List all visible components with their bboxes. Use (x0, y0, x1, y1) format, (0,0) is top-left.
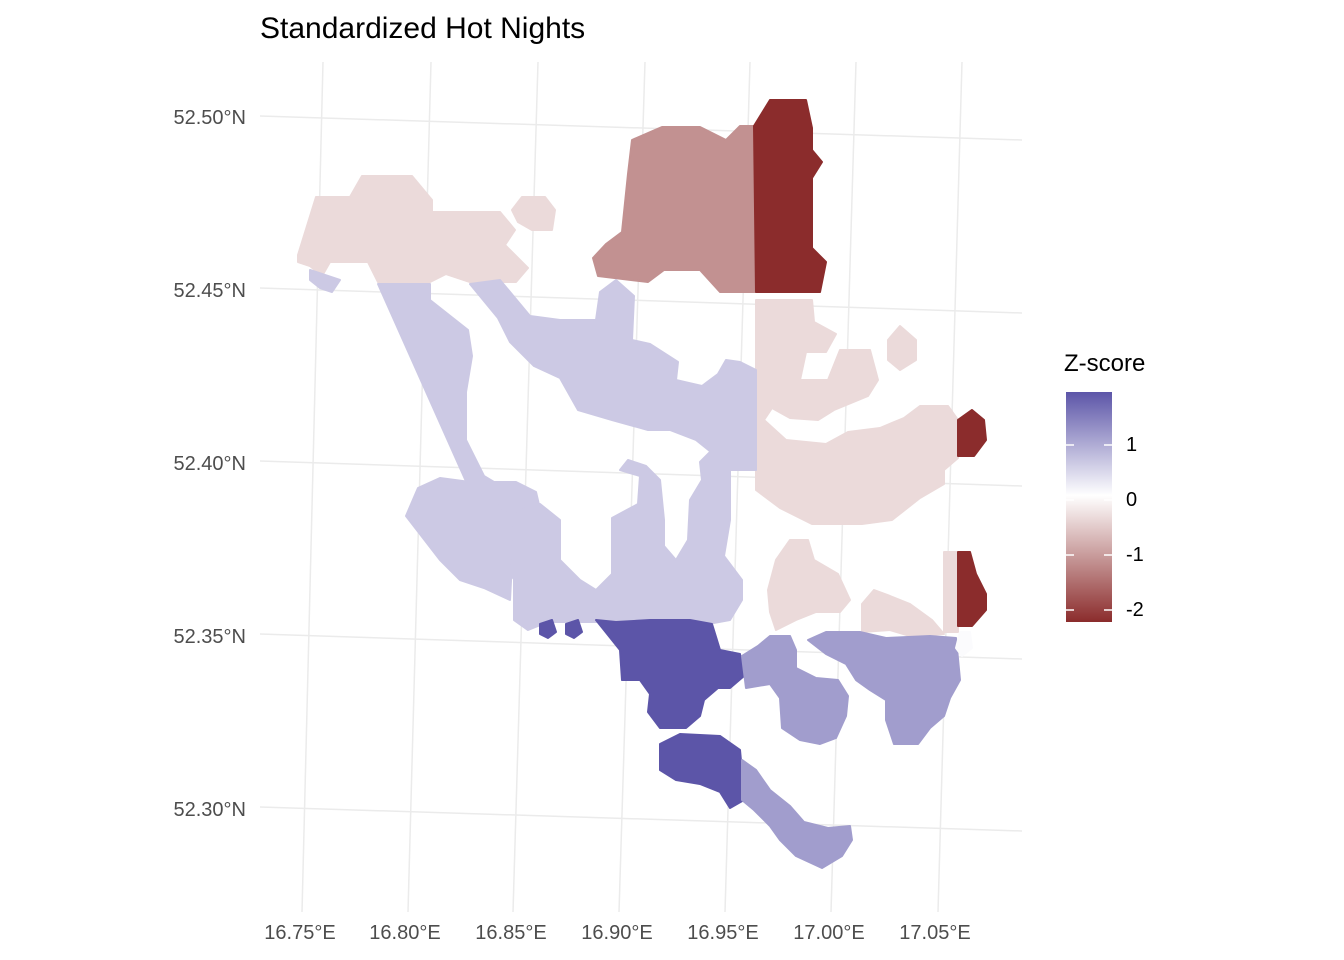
y-tick-52-35: 52.35°N (173, 626, 247, 648)
y-tick-52-40: 52.40°N (173, 453, 247, 475)
hex-cluster (469, 279, 757, 471)
hex-cluster (861, 589, 945, 637)
legend-label-minus-2: -2 (1126, 599, 1144, 621)
hex-cluster (539, 619, 557, 639)
region-east-edge (957, 409, 987, 627)
legend-label-minus-1: -1 (1126, 544, 1144, 566)
hex-cluster (595, 619, 745, 729)
hex-cluster (753, 99, 827, 293)
region-south-center (539, 619, 745, 809)
hex-cluster (659, 733, 745, 809)
y-tick-52-50: 52.50°N (173, 107, 247, 129)
hex-layer (297, 99, 987, 869)
region-center-west (309, 269, 757, 631)
legend-label-1: 1 (1126, 434, 1138, 456)
legend-title: Z-score (1064, 350, 1146, 377)
hex-cluster (955, 631, 973, 657)
y-tick-52-45: 52.45°N (173, 280, 247, 302)
hex-cluster (511, 196, 556, 231)
map-title: Standardized Hot Nights (260, 12, 586, 45)
hex-cluster (755, 299, 959, 525)
hex-cluster (741, 759, 853, 869)
x-tick-16-80: 16.80°E (369, 922, 441, 944)
region-northeast-column (753, 99, 827, 293)
hex-cluster (957, 409, 987, 457)
x-tick-16-85: 16.85°E (475, 922, 547, 944)
hex-cluster (565, 619, 583, 639)
region-far-southeast (955, 631, 973, 657)
hex-cluster (957, 551, 987, 627)
grid-line (259, 806, 1023, 832)
grid-line (937, 61, 963, 913)
x-tick-16-95: 16.95°E (687, 922, 759, 944)
hex-cluster (309, 269, 341, 293)
region-northwest (297, 175, 556, 283)
region-east-branches (755, 299, 959, 637)
region-southeast (741, 631, 961, 869)
legend-label-0: 0 (1126, 489, 1138, 511)
hex-cluster (592, 125, 757, 293)
legend-colorbar (1066, 392, 1112, 622)
hex-cluster (767, 539, 851, 631)
grid-line (259, 287, 1023, 314)
y-tick-52-30: 52.30°N (173, 799, 247, 821)
x-tick-16-90: 16.90°E (581, 922, 653, 944)
hex-cluster (297, 175, 529, 283)
hex-cluster (943, 551, 959, 633)
x-tick-16-75: 16.75°E (264, 922, 336, 944)
hex-cluster (513, 449, 743, 631)
grid-line (259, 115, 1023, 141)
hex-cluster (741, 635, 849, 745)
hex-cluster (887, 325, 917, 371)
hex-cluster (807, 631, 961, 745)
x-tick-17-05: 17.05°E (899, 922, 971, 944)
x-tick-17-00: 17.00°E (793, 922, 865, 944)
region-north-center (592, 125, 757, 293)
grid-line (301, 61, 324, 913)
